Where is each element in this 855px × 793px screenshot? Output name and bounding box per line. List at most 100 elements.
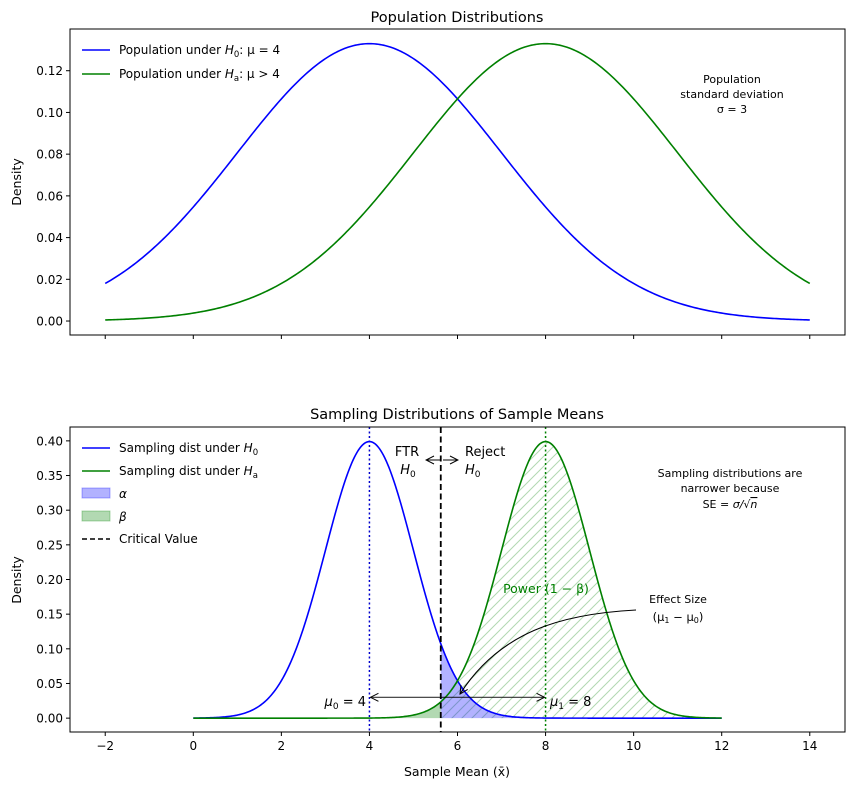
- top-legend: Population under H0: μ = 4 Population un…: [82, 43, 280, 84]
- x-tick-label: 6: [454, 739, 462, 753]
- top-sigma-annotation: Population standard deviation σ = 3: [680, 73, 783, 116]
- legend-swatch-alpha-patch: [81, 487, 111, 499]
- y-tick-label: 0.12: [36, 64, 63, 78]
- bottom-series-h0-line: [193, 440, 722, 719]
- y-tick-label: 0.08: [36, 148, 63, 162]
- x-tick-label: −2: [96, 739, 114, 753]
- mu0-subscript: 0: [333, 702, 339, 712]
- se-note-part: SE =: [703, 498, 733, 511]
- bottom-ylabel: Density: [9, 556, 24, 604]
- ftr-symbol: H: [400, 463, 410, 478]
- power-region-hatch: [440, 441, 722, 719]
- bottom-xlabel: Sample Mean (x̄): [404, 764, 510, 779]
- svg-text:Sampling dist under H0: Sampling dist under H0: [119, 441, 258, 458]
- y-tick-label: 0.30: [36, 504, 63, 518]
- reject-subscript: 0: [475, 470, 481, 480]
- beta-region-fill: [193, 701, 441, 719]
- effect-size-part: − μ: [670, 610, 695, 624]
- mu1-label: μ1 = 8: [549, 695, 591, 712]
- y-tick-label: 0.10: [36, 106, 63, 120]
- annotation-line: standard deviation: [680, 88, 783, 101]
- legend-label: Sampling dist under: [119, 441, 244, 455]
- annotation-line: σ = 3: [717, 103, 747, 116]
- y-tick-label: 0.00: [36, 315, 63, 329]
- y-tick-label: 0.40: [36, 434, 63, 448]
- y-tick-label: 0.05: [36, 677, 63, 691]
- legend-tail: : μ > 4: [239, 67, 280, 81]
- legend-symbol: H: [244, 464, 253, 478]
- y-tick-label: 0.15: [36, 608, 63, 622]
- top-title: Population Distributions: [371, 10, 544, 26]
- bottom-panel: Sampling Distributions of Sample Means −…: [9, 407, 846, 779]
- ftr-subscript: 0: [410, 470, 416, 480]
- x-tick-label: 8: [542, 739, 550, 753]
- x-tick-label: 2: [278, 739, 286, 753]
- y-tick-label: 0.10: [36, 642, 63, 656]
- top-legend-item-ha: Population under Ha: μ > 4: [82, 67, 280, 84]
- mu1-subscript: 1: [558, 702, 564, 712]
- legend-subscript: 0: [253, 448, 258, 458]
- y-tick-label: 0.00: [36, 712, 63, 726]
- mu0-label: μ0 = 4: [324, 695, 366, 712]
- svg-text:Population under H0: μ = 4: Population under H0: μ = 4: [119, 43, 280, 60]
- y-tick-label: 0.35: [36, 469, 63, 483]
- mu0-value: = 4: [339, 695, 366, 710]
- mu0-symbol: μ: [324, 695, 333, 710]
- se-note-part: σ/√: [733, 498, 752, 511]
- legend-symbol: H: [225, 67, 234, 81]
- ftr-annotation: FTR H0: [395, 445, 419, 480]
- legend-tail: : μ = 4: [239, 43, 280, 57]
- effect-size-annotation: Effect Size (μ1 − μ0): [649, 593, 707, 625]
- legend-symbol: H: [244, 441, 253, 455]
- effect-size-sub: 0: [694, 616, 699, 625]
- svg-text:Population under Ha: μ > 4: Population under Ha: μ > 4: [119, 67, 280, 84]
- alpha-region-fill: [440, 643, 722, 719]
- legend-label: Population under: [119, 43, 225, 57]
- bottom-legend-item-ha: Sampling dist under Ha: [82, 464, 258, 481]
- ftr-label: FTR: [395, 445, 419, 460]
- effect-size-label: Effect Size: [649, 593, 707, 606]
- bottom-legend-item-h0: Sampling dist under H0: [82, 441, 258, 458]
- svg-text:Sampling dist under Ha: Sampling dist under Ha: [119, 464, 258, 481]
- x-tick-label: 12: [714, 739, 729, 753]
- effect-size-part: (μ: [653, 610, 665, 624]
- se-note-annotation: Sampling distributions are narrower beca…: [658, 467, 803, 511]
- reject-symbol: H: [465, 463, 475, 478]
- se-note-part: n: [750, 498, 757, 511]
- mu1-value: = 8: [564, 695, 591, 710]
- mu1-symbol: μ: [549, 695, 558, 710]
- legend-label: Critical Value: [119, 532, 198, 546]
- x-tick-label: 14: [802, 739, 817, 753]
- top-series-ha-line: [105, 42, 811, 321]
- legend-subscript: a: [234, 74, 239, 84]
- top-axes-frame: [69, 28, 846, 336]
- legend-subscript: 0: [234, 50, 239, 60]
- y-tick-label: 0.06: [36, 189, 63, 203]
- svg-text:SE = σ/√n: SE = σ/√n: [703, 498, 758, 511]
- legend-label: Sampling dist under: [119, 464, 244, 478]
- y-tick-label: 0.20: [36, 573, 63, 587]
- reject-annotation: Reject H0: [465, 445, 505, 480]
- legend-label: Population under: [119, 67, 225, 81]
- power-label: Power (1 − β): [503, 581, 589, 596]
- x-tick-label: 10: [626, 739, 641, 753]
- effect-size-curved-arrow: [460, 609, 637, 694]
- legend-symbol: H: [225, 43, 234, 57]
- legend-swatch-beta-patch: [81, 510, 111, 522]
- svg-text:H0: H0: [465, 463, 481, 480]
- y-tick-label: 0.02: [36, 273, 63, 287]
- bottom-legend-item-alpha: α: [81, 487, 127, 501]
- top-axis-ticks: 0.00 0.02 0.04 0.06 0.08 0.10 0.12: [36, 64, 811, 339]
- x-tick-label: 4: [366, 739, 374, 753]
- y-tick-label: 0.25: [36, 538, 63, 552]
- annotation-line: Population: [703, 73, 761, 86]
- bottom-title: Sampling Distributions of Sample Means: [310, 407, 604, 423]
- legend-label: α: [119, 487, 127, 501]
- svg-text:(μ1 − μ0): (μ1 − μ0): [653, 610, 704, 625]
- bottom-axis-ticks: −2 0 2 4 6 8 10 12 140.000.050.100.150.200.250.3…: [36, 434, 817, 753]
- svg-text:H0: H0: [400, 463, 416, 480]
- reject-label: Reject: [465, 445, 505, 460]
- top-legend-item-h0: Population under H0: μ = 4: [82, 43, 280, 60]
- se-note-line: Sampling distributions are: [658, 467, 803, 480]
